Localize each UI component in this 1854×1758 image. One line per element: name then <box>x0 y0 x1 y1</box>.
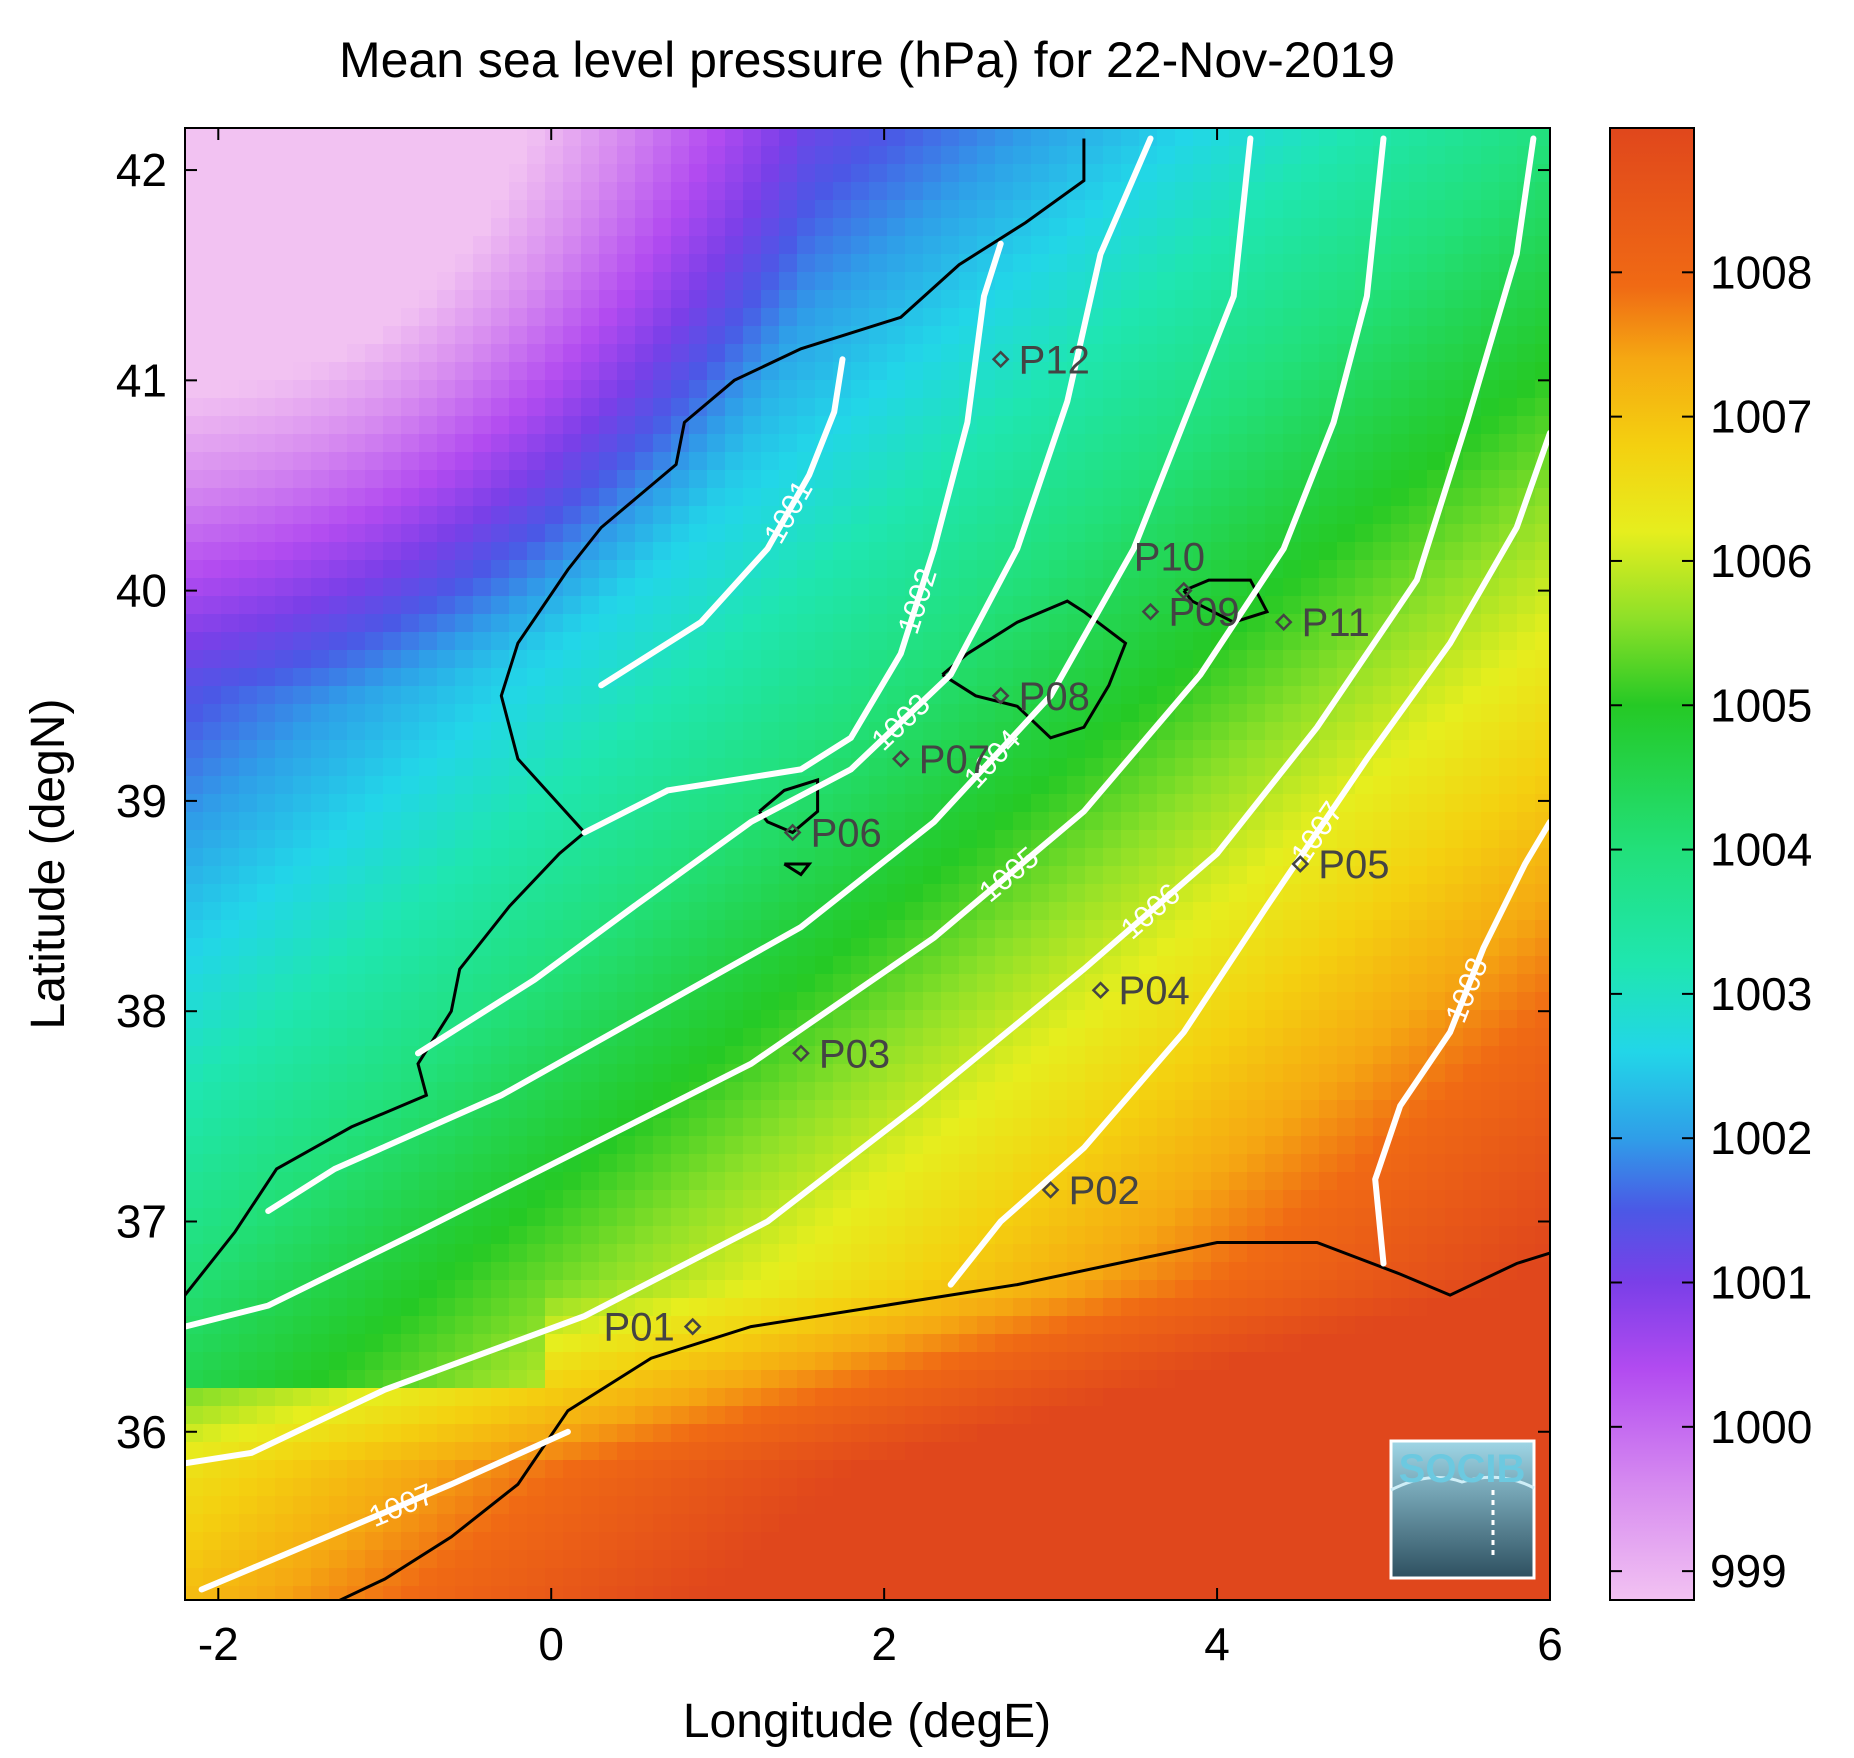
y-tick-label: 42 <box>116 144 167 196</box>
chart-title: Mean sea level pressure (hPa) for 22-Nov… <box>339 32 1395 88</box>
logo-text: SOCIB <box>1399 1447 1526 1491</box>
y-tick-label: 39 <box>116 775 167 827</box>
coastline-menorca <box>1182 578 1270 624</box>
station-label-P02: P02 <box>1069 1169 1140 1213</box>
x-axis-ticks: -2 0 2 4 6 <box>198 128 1563 1670</box>
station-label-P12: P12 <box>1019 338 1090 382</box>
y-tick-label: 40 <box>116 565 167 617</box>
station-marker-P08 <box>991 686 1010 705</box>
colorbar-tick-label: 1000 <box>1710 1401 1812 1453</box>
station-label-P03: P03 <box>819 1032 890 1076</box>
colorbar-tick-label: 1005 <box>1710 679 1812 731</box>
station-label-P04: P04 <box>1119 969 1190 1013</box>
contour-1007-7 <box>947 429 1550 1288</box>
colorbar-tick-label: 1006 <box>1710 535 1812 587</box>
colorbar-tick-label: 1007 <box>1710 391 1812 443</box>
colorbar-tick-label: 1002 <box>1710 1112 1812 1164</box>
contour-1003-2 <box>415 135 1154 1057</box>
y-axis-ticks: 36 37 38 39 40 41 42 <box>116 144 1550 1458</box>
contour-1005-4 <box>185 135 1387 1330</box>
station-label-P05: P05 <box>1318 843 1389 887</box>
station-marker-P05 <box>1291 855 1310 873</box>
x-tick-label: 6 <box>1537 1618 1563 1670</box>
coastlines <box>185 138 1550 1600</box>
coastline-iberia <box>185 138 1086 1297</box>
station-markers: P01 P02 P03 P04 P05 P06 P07 P08 P09 P10 P11 P12 <box>604 338 1390 1349</box>
station-marker-P04 <box>1091 981 1110 1000</box>
station-label-P01: P01 <box>604 1306 675 1350</box>
coastline-formentera <box>783 862 813 877</box>
colorbar-tick-label: 1004 <box>1710 824 1812 876</box>
x-axis-label: Longitude (degE) <box>683 1695 1051 1748</box>
contour-1008-8 <box>1372 818 1550 1267</box>
station-marker-P11 <box>1274 613 1293 631</box>
x-tick-label: -2 <box>198 1618 239 1670</box>
contour-1002-1 <box>581 240 1004 836</box>
x-tick-label: 2 <box>871 1618 897 1670</box>
station-marker-P03 <box>792 1044 810 1063</box>
contour-1004-3 <box>265 135 1254 1214</box>
station-marker-P07 <box>891 750 910 768</box>
station-marker-P02 <box>1041 1181 1060 1199</box>
y-axis-label: Latitude (degN) <box>22 699 75 1030</box>
station-marker-P01 <box>683 1317 702 1336</box>
colorbar-tick-label: 1008 <box>1710 246 1812 298</box>
colorbar-tick-label: 999 <box>1710 1545 1787 1597</box>
y-tick-label: 38 <box>116 985 167 1037</box>
station-label-P11: P11 <box>1302 601 1370 645</box>
colorbar-gradient <box>1609 127 1695 1601</box>
colorbar-tick-label: 1003 <box>1710 968 1812 1020</box>
contour-1007-6 <box>198 1428 571 1593</box>
contour-1001-0 <box>598 356 846 689</box>
y-tick-label: 37 <box>116 1195 167 1247</box>
y-tick-label: 36 <box>116 1406 167 1458</box>
coastline-africa <box>336 1241 1550 1600</box>
station-label-P08: P08 <box>1019 675 1090 719</box>
station-label-P09: P09 <box>1168 591 1239 635</box>
station-marker-P12 <box>991 350 1010 369</box>
x-tick-label: 0 <box>538 1618 564 1670</box>
station-marker-P09 <box>1141 602 1160 621</box>
colorbar: 999 1000 1001 1002 1003 1004 1005 1006 1007 1008 <box>1609 127 1812 1601</box>
contour-1006-5 <box>185 135 1537 1467</box>
colorbar-tick-label: 1001 <box>1710 1257 1812 1309</box>
station-label-P06: P06 <box>811 811 882 855</box>
station-marker-P06 <box>783 823 802 842</box>
station-label-P07: P07 <box>919 738 990 782</box>
coastline-ibiza <box>758 777 820 835</box>
y-tick-label: 41 <box>116 354 167 406</box>
colorbar-ticks: 999 1000 1001 1002 1003 1004 1005 1006 1007 1008 <box>1610 246 1812 1597</box>
station-marker-P10 <box>1174 581 1193 600</box>
coastline-mallorca <box>941 599 1128 740</box>
socib-logo: SOCIB <box>1389 1439 1536 1580</box>
x-tick-label: 4 <box>1204 1618 1230 1670</box>
station-label-P10: P10 <box>1134 536 1205 580</box>
plot-frame <box>184 127 1551 1601</box>
